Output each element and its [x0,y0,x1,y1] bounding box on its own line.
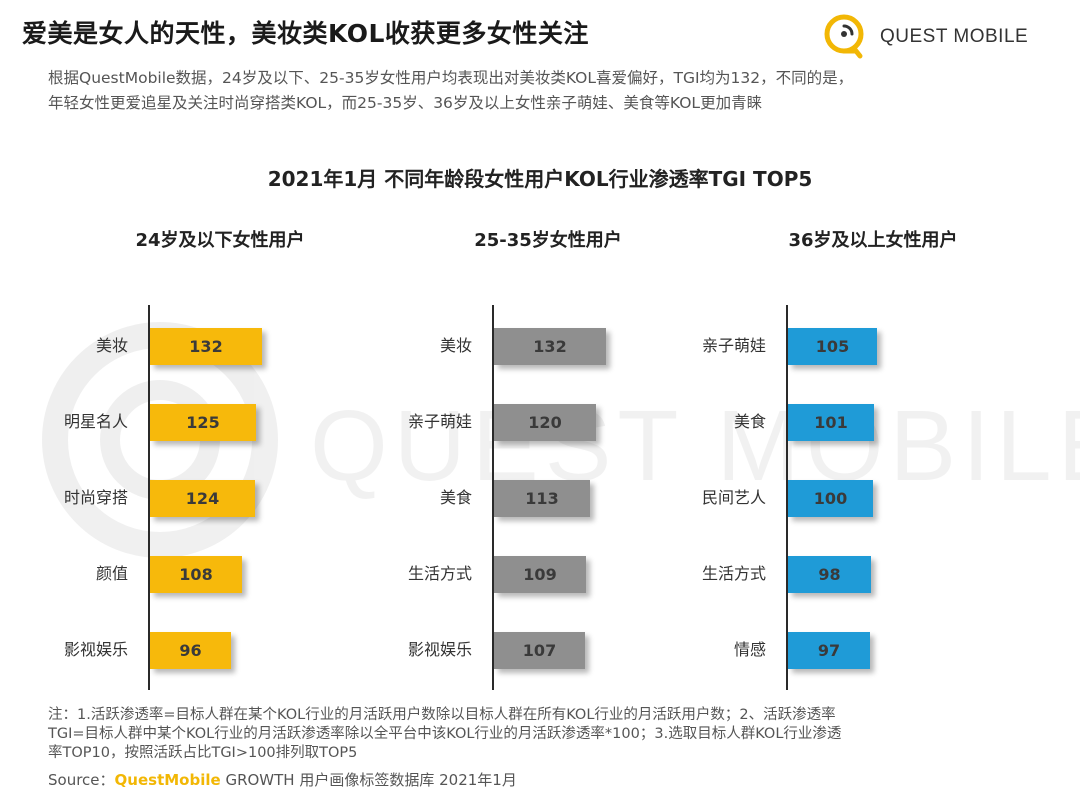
bar-value-label: 97 [817,641,841,660]
bar [494,632,585,669]
bar [494,404,596,441]
category-label: 民间艺人 [701,488,766,507]
bar [788,480,873,517]
category-label: 生活方式 [407,564,472,583]
bar [494,556,586,593]
questmobile-logo-icon [824,14,864,59]
bar [150,404,256,441]
category-label: 亲子萌娃 [407,412,472,431]
bar-chart-36plus: 亲子萌娃 105 美食 101 民间艺人 100 生活方式 98 情感 97 [656,305,986,695]
bar-value-label: 98 [818,565,841,584]
bar-value-label: 96 [179,641,202,660]
logo: QUEST MOBILE [820,10,1060,60]
bar-value-label: 132 [189,337,223,356]
bar-chart-under24: 美妆 132 明星名人 125 时尚穿搭 124 颜值 108 影视娱乐 96 [18,305,348,695]
headline: 爱美是女人的天性，美妆类KOL收获更多女性关注 [22,19,589,48]
footnote-line: 注：1.活跃渗透率=目标人群在某个KOL行业的月活跃用户数除以目标人群在所有KO… [48,707,836,723]
category-label: 时尚穿搭 [63,488,128,507]
bar [150,328,262,365]
bar [150,632,231,669]
category-label: 影视娱乐 [407,640,472,659]
source-prefix: Source： [48,771,115,789]
bar-value-label: 108 [179,565,213,584]
category-label: 美妆 [95,336,128,355]
axis-line [148,305,150,690]
bar [150,480,255,517]
footnote-line: TGI=目标人群中某个KOL行业的月活跃渗透率除以全平台中该KOL行业的月活跃渗… [48,726,842,742]
bar [788,328,877,365]
bar-value-label: 100 [813,489,848,508]
category-label: 情感 [733,640,766,659]
bar-value-label: 105 [815,337,850,356]
bar-value-label: 101 [814,413,848,432]
bar-chart-25-35: 美妆 132 亲子萌娃 120 美食 113 生活方式 109 影视娱乐 107 [362,305,692,695]
bar-value-label: 125 [186,413,220,432]
intro-line: 根据QuestMobile数据，24岁及以下、25-35岁女性用户均表现出对美妆… [48,69,854,87]
bar-value-label: 124 [185,489,220,508]
bar [788,632,870,669]
bar-value-label: 109 [523,565,557,584]
bar [788,404,874,441]
source-line: Source：QuestMobile GROWTH 用户画像标签数据库 2021… [48,769,517,790]
bar-value-label: 107 [522,641,557,660]
category-label: 影视娱乐 [63,640,128,659]
category-label: 美妆 [439,336,472,355]
footnotes: 注：1.活跃渗透率=目标人群在某个KOL行业的月活跃用户数除以目标人群在所有KO… [48,706,1048,763]
panel-title-under24: 24岁及以下女性用户 [135,230,305,251]
bar-value-label: 132 [533,337,567,356]
logo-text: QUEST MOBILE [880,26,1029,47]
bar [494,328,606,365]
bar [150,556,242,593]
bar [788,556,871,593]
source-rest: GROWTH 用户画像标签数据库 2021年1月 [220,771,517,789]
footnote-line: 率TOP10，按照活跃占比TGI>100排列取TOP5 [48,745,358,761]
intro-line: 年轻女性更爱追星及关注时尚穿搭类KOL，而25-35岁、36岁及以上女性亲子萌娃… [48,94,763,112]
chart-title: 2021年1月 不同年龄段女性用户KOL行业渗透率TGI TOP5 [267,167,813,191]
axis-line [786,305,788,690]
panel-title-36plus: 36岁及以上女性用户 [788,230,958,251]
svg-text:QUEST MOBILE: QUEST MOBILE [310,390,1080,502]
category-label: 美食 [439,488,472,507]
source-brand: QuestMobile [114,771,221,789]
bar-value-label: 113 [525,489,559,508]
category-label: 明星名人 [63,412,128,431]
category-label: 美食 [733,412,766,431]
category-label: 生活方式 [701,564,766,583]
bar [494,480,590,517]
category-label: 亲子萌娃 [701,336,766,355]
intro-text: 根据QuestMobile数据，24岁及以下、25-35岁女性用户均表现出对美妆… [48,66,1048,116]
axis-line [492,305,494,690]
panel-title-25-35: 25-35岁女性用户 [474,230,622,251]
category-label: 颜值 [95,564,128,583]
bar-value-label: 120 [528,413,562,432]
